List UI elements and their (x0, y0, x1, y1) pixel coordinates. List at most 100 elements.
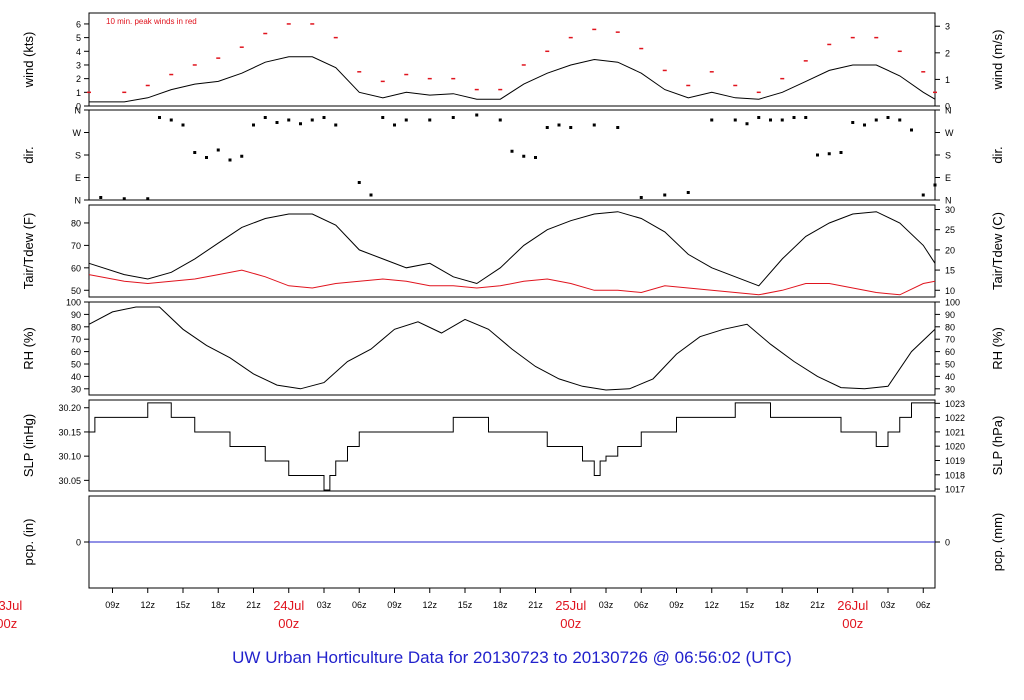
left-tick-label: 50 (71, 286, 81, 296)
left-tick-label: 30.10 (58, 452, 81, 462)
data-point (839, 151, 843, 154)
data-point (780, 118, 784, 122)
right-tick-label: 90 (945, 310, 955, 320)
data-point (710, 118, 714, 122)
data-point (769, 118, 772, 122)
panel-slp: 30.05 30.10 30.15 30.20 1017 1018 1019 1020 1021… (21, 399, 1005, 495)
series-line (89, 402, 935, 491)
data-point (498, 118, 502, 122)
series-line (88, 306, 936, 391)
right-tick-label: 0 (945, 538, 950, 548)
time-tick-label: 18z (493, 600, 508, 610)
data-point (639, 196, 643, 199)
time-tick-label: 12z (704, 600, 719, 610)
time-tick-label: 21z (528, 600, 543, 610)
data-point (369, 193, 373, 197)
data-point (322, 116, 326, 119)
series-line (88, 269, 936, 296)
left-tick-label: W (73, 128, 82, 138)
day-marker-hour: 00z (278, 616, 299, 631)
data-point (757, 116, 761, 119)
right-tick-label: 30 (945, 384, 955, 394)
time-tick-label: 12z (140, 600, 155, 610)
time-tick-label: 03z (317, 600, 332, 610)
panel-frame (88, 12, 936, 107)
series-line (89, 56, 936, 103)
right-tick-label: 0 (945, 102, 950, 112)
data-point (158, 116, 161, 119)
time-tick-label: 06z (916, 600, 931, 610)
left-tick-label: 0 (76, 538, 81, 548)
time-tick-label: 24Jul (273, 598, 304, 613)
left-tick-label: 1 (76, 88, 81, 98)
panel-frame (88, 109, 936, 201)
right-tick-label: 80 (945, 322, 955, 332)
data-point (522, 154, 526, 158)
left-tick-label: 30.20 (58, 403, 81, 413)
data-point (827, 152, 831, 156)
time-tick-label: 03z (881, 600, 896, 610)
data-point (310, 118, 314, 122)
footer-title: UW Urban Horticulture Data for 20130723 … (232, 648, 792, 667)
left-axis-label: Tair/Tdew (F) (21, 213, 36, 290)
data-point (193, 151, 197, 154)
left-tick-label: 3 (76, 60, 81, 70)
data-point (921, 193, 925, 197)
left-tick-label: N (75, 196, 82, 206)
data-point (287, 118, 291, 122)
right-tick-label: 1019 (945, 456, 965, 466)
data-point (886, 116, 890, 119)
left-tick-label: 0 (76, 102, 81, 112)
data-point (146, 197, 150, 201)
right-axis-label: wind (m/s) (990, 30, 1005, 91)
left-tick-label: 70 (71, 241, 81, 251)
time-tick-label: 21z (810, 600, 825, 610)
data-point (381, 116, 385, 119)
left-tick-label: 80 (71, 322, 81, 332)
data-point (393, 123, 396, 127)
left-tick-label: 2 (76, 74, 81, 84)
right-tick-label: 60 (945, 347, 955, 357)
time-tick-label: 26Jul (837, 598, 868, 613)
left-axis-label: wind (kts) (21, 32, 36, 89)
data-point (816, 153, 819, 157)
right-tick-label: 1023 (945, 399, 965, 409)
right-tick-label: 50 (945, 360, 955, 370)
time-tick-label: 06z (634, 600, 649, 610)
time-tick-label: 09z (669, 600, 684, 610)
left-axis-label: RH (%) (21, 327, 36, 370)
data-point (792, 116, 796, 119)
right-tick-label: W (945, 128, 954, 138)
right-tick-label: N (945, 196, 952, 206)
data-point (510, 149, 514, 153)
right-axis-label: Tair/Tdew (C) (990, 212, 1005, 290)
data-point (275, 121, 279, 124)
panel-wind: 0 1 2 3 4 5 6 0 1 2 3 wind (kts) wind (m/s) 10 min. p… (21, 12, 1005, 112)
data-point (686, 191, 690, 194)
time-tick-label: 15z (740, 600, 755, 610)
data-point (252, 123, 255, 127)
time-tick-label: 18z (775, 600, 790, 610)
data-point (592, 123, 596, 127)
data-point (475, 113, 479, 117)
data-point (545, 126, 549, 129)
left-tick-label: 100 (66, 298, 81, 308)
day-marker-date: 23Jul (0, 598, 22, 613)
data-point (451, 116, 455, 119)
time-tick-label: 09z (387, 600, 402, 610)
right-axis-label: pcp. (mm) (990, 513, 1005, 572)
right-tick-label: 1017 (945, 485, 965, 495)
left-tick-label: 30.05 (58, 476, 81, 486)
right-tick-label: 10 (945, 286, 955, 296)
left-tick-label: 90 (71, 310, 81, 320)
right-tick-label: 1 (945, 75, 950, 85)
time-tick-label: 12z (422, 600, 437, 610)
day-marker-hour: 00z (0, 616, 17, 631)
left-tick-label: 6 (76, 19, 81, 29)
day-marker-hour: 00z (842, 616, 863, 631)
data-point (863, 123, 866, 127)
left-tick-label: 60 (71, 263, 81, 273)
right-tick-label: N (945, 106, 952, 116)
data-point (557, 123, 561, 127)
